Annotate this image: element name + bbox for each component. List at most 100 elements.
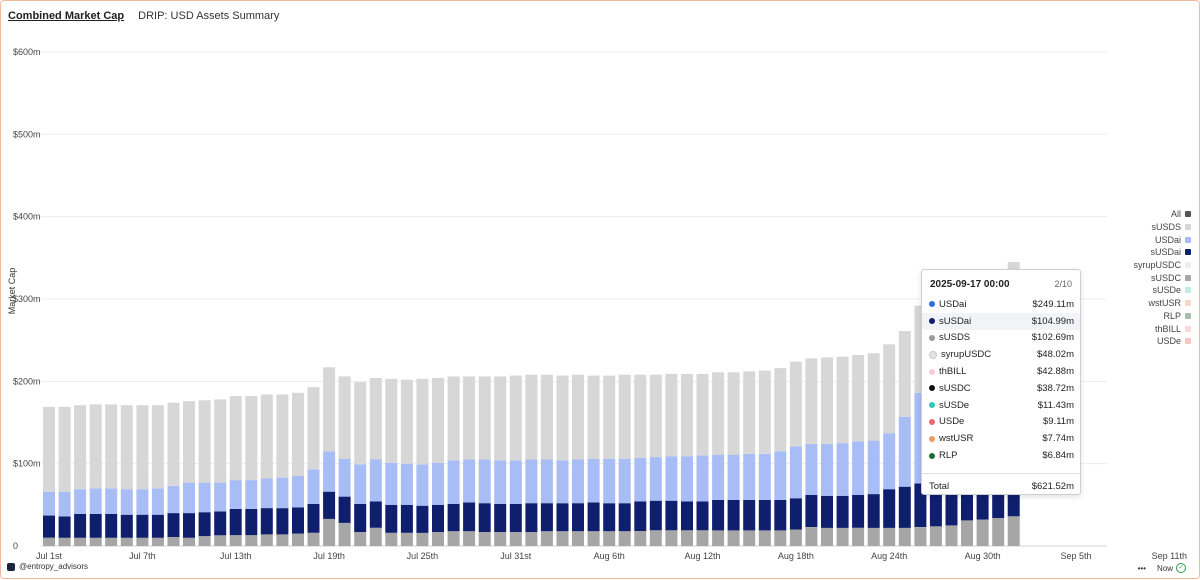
bar-segment-sUSDai[interactable] xyxy=(229,508,242,536)
bar-segment-USDai[interactable] xyxy=(136,489,149,515)
bar-segment-sUSDai[interactable] xyxy=(432,504,444,532)
bar-segment-sUSDS[interactable] xyxy=(525,374,538,460)
bar-segment-sUSDS[interactable] xyxy=(649,374,662,457)
bar-segment-USDai[interactable] xyxy=(307,469,320,504)
bar-segment-sUSDai[interactable] xyxy=(369,501,382,528)
bar-segment-USDai[interactable] xyxy=(43,491,55,516)
bar-segment-sUSDS[interactable] xyxy=(74,405,87,490)
bar-segment-sUSDai[interactable] xyxy=(478,503,491,532)
bar-segment-sUSDS[interactable] xyxy=(789,361,802,447)
bar-segment-sUSDC[interactable] xyxy=(369,527,382,546)
bar-segment-sUSDC[interactable] xyxy=(712,530,725,546)
bar-segment-USDai[interactable] xyxy=(587,458,600,503)
bar-segment-sUSDC[interactable] xyxy=(385,532,398,546)
bar-segment-USDai[interactable] xyxy=(789,446,802,499)
legend-item[interactable]: syrupUSDC xyxy=(1101,259,1191,272)
bar-segment-USDai[interactable] xyxy=(151,488,164,515)
bar-segment-sUSDai[interactable] xyxy=(74,513,87,538)
bar-segment-sUSDai[interactable] xyxy=(836,495,849,528)
bar-segment-sUSDS[interactable] xyxy=(587,375,600,459)
bar-segment-USDai[interactable] xyxy=(292,476,304,508)
bar-segment-sUSDC[interactable] xyxy=(743,530,756,546)
bar-segment-USDai[interactable] xyxy=(276,477,289,509)
bar-segment-sUSDai[interactable] xyxy=(58,516,71,538)
bar-segment-sUSDC[interactable] xyxy=(1007,516,1020,546)
bar-segment-sUSDS[interactable] xyxy=(292,392,304,476)
bar-segment-sUSDai[interactable] xyxy=(603,503,616,532)
bar-segment-sUSDS[interactable] xyxy=(478,376,491,460)
bar-segment-sUSDC[interactable] xyxy=(183,537,195,546)
bar-segment-sUSDai[interactable] xyxy=(214,511,227,536)
bar-segment-sUSDai[interactable] xyxy=(136,514,149,538)
bar-segment-sUSDC[interactable] xyxy=(276,534,289,547)
bar-segment-sUSDai[interactable] xyxy=(727,499,740,531)
bar-segment-USDai[interactable] xyxy=(572,459,584,504)
bar-segment-sUSDS[interactable] xyxy=(105,404,118,489)
bar-segment-USDai[interactable] xyxy=(167,485,180,514)
bar-segment-sUSDS[interactable] xyxy=(867,353,880,441)
bar-segment-sUSDC[interactable] xyxy=(572,531,584,546)
bar-segment-sUSDai[interactable] xyxy=(198,512,211,537)
bar-segment-USDai[interactable] xyxy=(774,451,787,500)
bar-segment-sUSDai[interactable] xyxy=(789,498,802,530)
bar-segment-sUSDC[interactable] xyxy=(338,522,351,546)
bar-segment-USDai[interactable] xyxy=(883,433,896,490)
legend-item[interactable]: USDe xyxy=(1101,335,1191,348)
bar-segment-sUSDS[interactable] xyxy=(665,373,678,457)
bar-segment-sUSDS[interactable] xyxy=(883,344,896,434)
bar-segment-sUSDC[interactable] xyxy=(821,527,833,546)
bar-segment-USDai[interactable] xyxy=(649,457,662,501)
legend-item[interactable]: sUSDai xyxy=(1101,246,1191,259)
bar-segment-sUSDS[interactable] xyxy=(323,367,336,452)
bar-segment-sUSDai[interactable] xyxy=(400,504,413,533)
bar-segment-sUSDai[interactable] xyxy=(167,513,180,537)
bar-segment-sUSDai[interactable] xyxy=(665,500,678,531)
bar-segment-sUSDS[interactable] xyxy=(198,400,211,483)
bar-segment-sUSDC[interactable] xyxy=(618,531,631,546)
bar-segment-sUSDai[interactable] xyxy=(805,494,818,527)
bar-segment-USDai[interactable] xyxy=(696,455,709,502)
bar-segment-sUSDC[interactable] xyxy=(696,530,709,546)
legend-item[interactable]: wstUSR xyxy=(1101,297,1191,310)
bar-segment-USDai[interactable] xyxy=(338,458,351,497)
bar-segment-sUSDS[interactable] xyxy=(151,405,164,489)
bar-segment-sUSDC[interactable] xyxy=(58,537,71,546)
bar-segment-sUSDC[interactable] xyxy=(151,537,164,546)
bar-segment-sUSDS[interactable] xyxy=(307,387,320,470)
bar-segment-sUSDC[interactable] xyxy=(914,527,927,546)
bar-segment-sUSDai[interactable] xyxy=(852,494,865,528)
bar-segment-USDai[interactable] xyxy=(416,464,429,506)
bar-segment-USDai[interactable] xyxy=(821,443,833,496)
bar-segment-USDai[interactable] xyxy=(478,459,491,504)
bar-segment-sUSDC[interactable] xyxy=(136,537,149,546)
bar-segment-sUSDS[interactable] xyxy=(58,406,71,492)
bar-segment-sUSDS[interactable] xyxy=(712,372,725,455)
bar-segment-sUSDS[interactable] xyxy=(681,373,693,457)
bar-segment-sUSDC[interactable] xyxy=(167,536,180,546)
bar-segment-sUSDC[interactable] xyxy=(229,535,242,546)
bar-segment-USDai[interactable] xyxy=(525,459,538,504)
bar-segment-sUSDC[interactable] xyxy=(525,532,538,546)
bar-segment-sUSDC[interactable] xyxy=(774,530,787,546)
bar-segment-sUSDS[interactable] xyxy=(603,375,616,459)
bar-segment-sUSDai[interactable] xyxy=(494,504,507,532)
bar-segment-sUSDC[interactable] xyxy=(852,527,865,546)
bar-segment-sUSDai[interactable] xyxy=(681,501,693,531)
bar-segment-sUSDC[interactable] xyxy=(463,531,476,546)
bar-segment-sUSDC[interactable] xyxy=(805,527,818,546)
bar-segment-sUSDS[interactable] xyxy=(338,376,351,459)
bar-segment-sUSDS[interactable] xyxy=(400,379,413,464)
bar-segment-sUSDai[interactable] xyxy=(151,514,164,538)
bar-segment-sUSDC[interactable] xyxy=(961,520,973,547)
bar-segment-sUSDC[interactable] xyxy=(758,530,771,546)
bar-segment-sUSDai[interactable] xyxy=(898,486,911,528)
bar-segment-sUSDS[interactable] xyxy=(245,396,258,481)
bar-segment-sUSDC[interactable] xyxy=(867,527,880,546)
bar-segment-USDai[interactable] xyxy=(743,453,756,500)
bar-segment-sUSDai[interactable] xyxy=(105,513,118,538)
bar-segment-sUSDS[interactable] xyxy=(120,405,133,490)
bar-segment-USDai[interactable] xyxy=(665,456,678,501)
bar-segment-sUSDai[interactable] xyxy=(556,503,569,532)
bar-segment-sUSDS[interactable] xyxy=(743,371,756,454)
bar-segment-USDai[interactable] xyxy=(105,488,118,514)
